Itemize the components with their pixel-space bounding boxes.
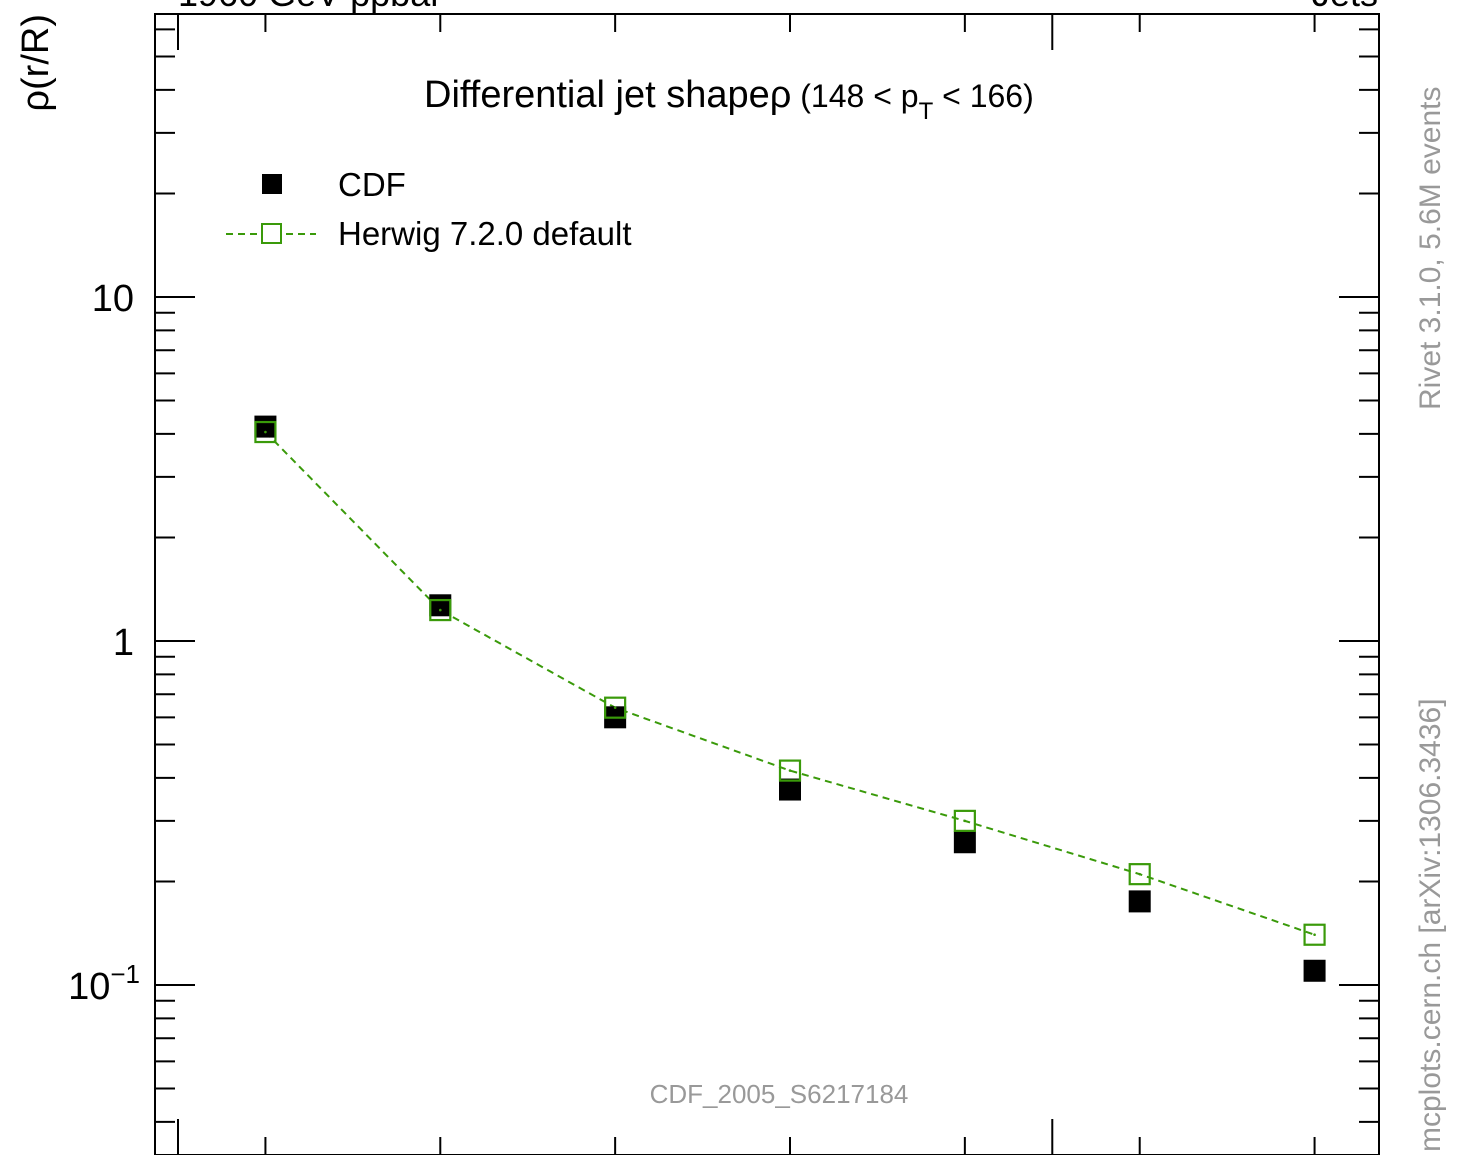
cdf-point [1303,959,1326,982]
herwig-point [1128,863,1151,886]
legend: CDF Herwig 7.2.0 default [226,166,632,252]
y-tick-label-exponent: −1 [110,959,140,989]
herwig-point-center [613,706,617,709]
y-tick-label-base: 10 [68,966,110,1008]
legend-cdf-marker [262,174,282,194]
chart-title: Differential jet shapeρ (148 < pT < 166) [424,74,1034,125]
chart-title-sub: T [919,98,934,125]
herwig-point-center [1138,872,1142,876]
header-right-text: Jets [1312,0,1378,14]
y-tick-label: 10−1 [68,959,140,1008]
herwig-point [778,759,802,782]
herwig-point-center [438,608,442,612]
chart-title-main: Differential jet shapeρ [424,74,791,116]
axis-ticks [155,14,1379,1155]
herwig-point-center [1313,933,1316,937]
rivet-label: Rivet 3.1.0, 5.6M events [1414,87,1447,411]
y-tick-label: 10 [92,278,134,320]
herwig-point [254,420,277,444]
legend-herwig-label: Herwig 7.2.0 default [338,215,632,252]
legend-herwig-marker [261,223,282,244]
herwig-point [604,696,627,719]
mcplots-label: mcplots.cern.ch [arXiv:1306.3436] [1414,698,1447,1152]
herwig-point-center [963,819,967,823]
y-axis-label: ρ(r/R) [15,14,57,112]
herwig-point-center [264,430,267,434]
cdf-point [779,778,801,801]
header-left-text: 1960 GeV ppbar [178,0,442,14]
chart-title-close: < 166) [933,78,1034,114]
herwig-point [953,809,976,832]
cdf-point [429,594,452,617]
herwig-point [429,598,452,622]
cdf-point [953,831,976,854]
legend-cdf-label: CDF [338,166,406,203]
plot-frame [154,13,1380,1155]
y-tick-label: 1 [113,622,134,664]
herwig-point-center [788,769,792,772]
cdf-point [254,415,277,438]
chart-title-open: (148 < p [791,78,918,114]
series-layer [254,415,1326,982]
analysis-watermark: CDF_2005_S6217184 [650,1079,909,1109]
herwig-line [264,431,1315,936]
herwig-point [1303,923,1326,946]
cdf-point [1128,890,1151,913]
